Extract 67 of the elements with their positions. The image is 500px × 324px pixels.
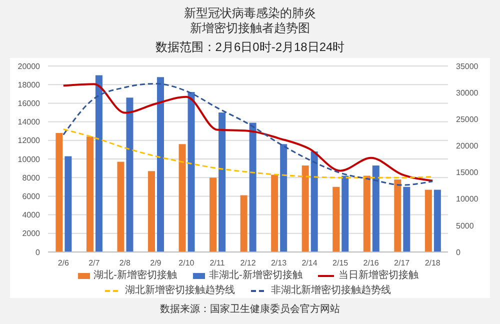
x-tick-label: 2/7: [88, 258, 100, 268]
bar: [95, 75, 102, 252]
legend-label: 当日新增密切接触: [337, 269, 418, 282]
x-tick-label: 2/11: [210, 258, 226, 268]
bar: [86, 136, 94, 252]
bar: [403, 186, 410, 252]
y-tick-label: 12000: [18, 136, 41, 146]
bar: [218, 112, 226, 252]
bar: [372, 166, 380, 252]
y-tick-label: 10000: [18, 154, 41, 164]
y2-tick-label: 5000: [456, 221, 474, 230]
y2-tick-label: 0: [456, 248, 461, 257]
y-tick-label: 18000: [18, 80, 41, 90]
bar: [342, 176, 349, 252]
x-tick-label: 2/15: [332, 258, 349, 268]
bar: [188, 92, 195, 252]
bar: [363, 176, 370, 252]
y-tick-label: 8000: [22, 173, 41, 182]
y-tick-label: 4000: [22, 210, 41, 220]
bar: [332, 186, 340, 252]
bar: [178, 144, 186, 252]
x-tick-label: 2/16: [363, 258, 380, 268]
y-tick-label: 16000: [18, 99, 41, 108]
y2-tick-label: 20000: [456, 142, 479, 151]
y-tick-label: 14000: [18, 118, 41, 127]
bar: [240, 195, 248, 252]
x-tick-label: 2/6: [58, 258, 70, 268]
y-tick-label: 20000: [18, 62, 41, 71]
bar: [157, 77, 164, 252]
bar: [249, 122, 256, 252]
x-tick-label: 2/9: [150, 258, 162, 268]
x-tick-label: 2/12: [240, 258, 256, 268]
legend-label: 湖北-新增密切接触: [92, 269, 177, 282]
bar: [126, 98, 134, 252]
source-note: 数据来源：国家卫生健康委员会官方网站: [160, 304, 340, 315]
bar: [302, 166, 309, 252]
legend-label: 非湖北新增密切接触趋势线: [270, 284, 391, 297]
y2-tick-label: 15000: [456, 168, 479, 178]
bar: [434, 190, 441, 252]
legend-label: 非湖北-新增密切接触: [208, 269, 302, 282]
bar: [210, 178, 217, 252]
bar: [64, 156, 72, 252]
x-tick-label: 2/13: [270, 258, 288, 268]
bar: [280, 144, 288, 252]
x-tick-label: 2/18: [424, 258, 441, 268]
x-tick-label: 2/14: [302, 258, 318, 268]
bar: [424, 190, 432, 252]
x-tick-label: 2/10: [178, 258, 195, 268]
bar: [394, 179, 402, 252]
legend-label: 湖北新增密切接触趋势线: [124, 284, 235, 297]
x-tick-label: 2/17: [394, 258, 410, 268]
bar: [310, 152, 318, 252]
y-tick-label: 0: [36, 248, 41, 257]
y-tick-label: 6000: [22, 192, 41, 202]
line-series: [62, 128, 434, 178]
bar: [117, 162, 124, 252]
chart-title: 新型冠状病毒感染的肺炎新增密切接触者趋势图: [182, 5, 317, 36]
bar: [56, 132, 63, 252]
y2-tick-label: 25000: [456, 114, 479, 124]
y2-tick-label: 35000: [456, 62, 479, 71]
y2-tick-label: 10000: [456, 194, 479, 204]
bar: [148, 171, 155, 252]
y-tick-label: 2000: [22, 229, 41, 238]
bar: [271, 174, 278, 252]
x-tick-label: 2/8: [119, 258, 132, 268]
chart-subtitle: 数据范围：2月6日0时-2月18日24时: [154, 40, 346, 55]
y2-tick-label: 30000: [456, 88, 479, 98]
